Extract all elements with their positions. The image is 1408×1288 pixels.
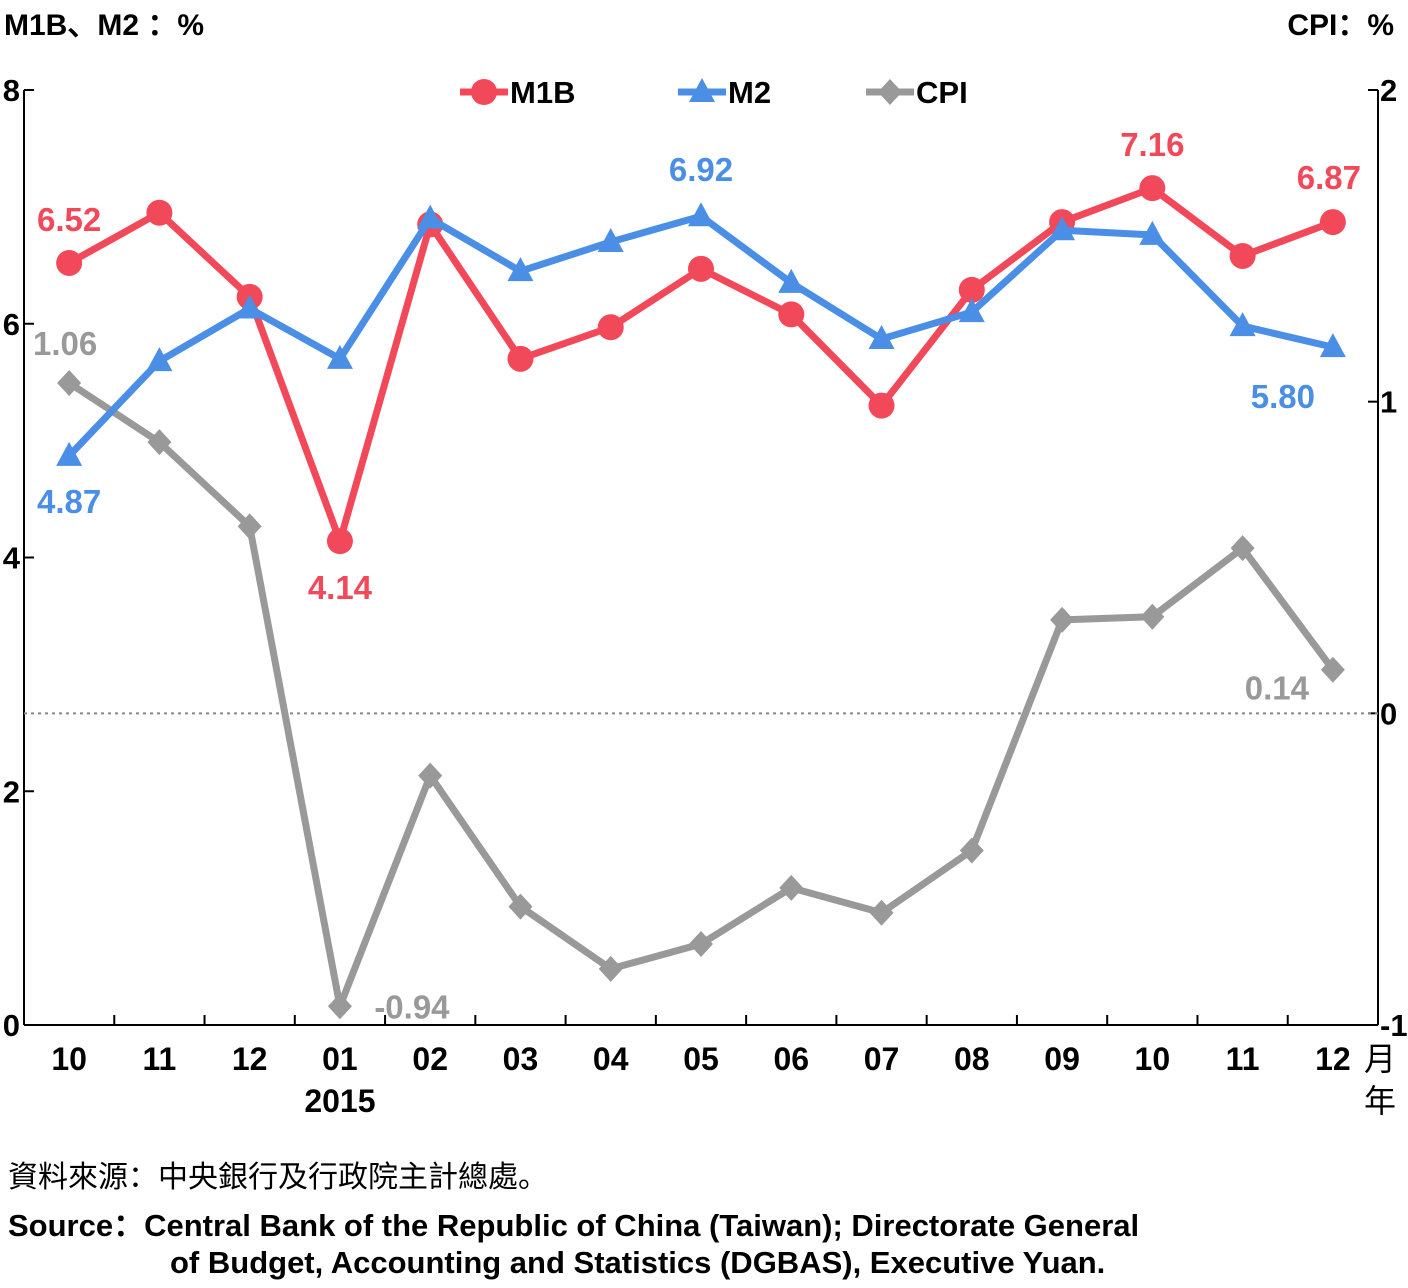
cpi-data-label: 1.06: [33, 325, 97, 362]
cpi-point: [598, 955, 623, 982]
m2-point: [326, 344, 353, 369]
cpi-series-line: [67, 380, 1336, 1010]
m1b-point: [507, 345, 534, 372]
left-axis-tick-label: 2: [3, 774, 20, 809]
right-axis-title: CPI：%: [1287, 9, 1394, 42]
m1b-legend-label: M1B: [510, 75, 575, 110]
m2-data-label: 6.92: [669, 151, 733, 188]
source-chinese: 資料來源：中央銀行及行政院主計總處。: [8, 1160, 548, 1195]
m1b-legend-marker: [471, 79, 497, 105]
m1b-point: [56, 249, 83, 276]
x-axis-tick-label: 11: [142, 1041, 176, 1077]
m1b-data-label: 7.16: [1120, 126, 1184, 163]
m2-point: [868, 324, 895, 349]
cpi-point: [237, 513, 262, 540]
cpi-legend-label: CPI: [916, 75, 968, 110]
m1b-point: [1229, 242, 1256, 269]
cpi-point: [869, 899, 894, 926]
m1b-point: [778, 301, 805, 328]
m2-point: [597, 227, 624, 252]
x-axis-tick-label: 03: [503, 1041, 539, 1077]
cpi-point: [1050, 606, 1075, 633]
x-axis-tick-label: 04: [593, 1041, 629, 1077]
cpi-point: [147, 429, 172, 456]
left-axis-tick-label: 6: [3, 307, 20, 342]
source-english-line2: of Budget, Accounting and Statistics (DG…: [170, 1245, 1106, 1280]
cpi-legend-marker: [878, 79, 902, 105]
m2-point: [778, 268, 805, 293]
cpi-point: [1320, 656, 1345, 683]
m1b-point: [1139, 175, 1166, 202]
year-unit-label: 年: [1364, 1082, 1396, 1120]
cpi-point: [327, 993, 352, 1020]
m1b-point: [688, 255, 714, 282]
x-axis-tick-label: 08: [954, 1041, 990, 1077]
left-axis-tick-label: 4: [3, 541, 21, 576]
m2-data-label: 5.80: [1251, 378, 1315, 415]
x-axis-tick-label: 07: [864, 1041, 900, 1077]
m1b-point: [326, 528, 353, 555]
m2-point: [958, 298, 985, 323]
m2-point: [1319, 333, 1346, 358]
m2-point: [56, 441, 83, 466]
source-english-line1: Source：Central Bank of the Republic of C…: [8, 1208, 1140, 1243]
right-axis-tick-label: 2: [1380, 73, 1397, 108]
year-label: 2015: [304, 1083, 375, 1119]
m2-legend-marker: [689, 78, 715, 102]
cpi-point: [959, 837, 984, 864]
m1b-point: [597, 314, 624, 341]
right-axis-tick-label: -1: [1380, 1008, 1408, 1043]
x-axis-tick-label: 12: [1315, 1041, 1351, 1077]
x-axis-tick-label: 10: [1135, 1041, 1171, 1077]
x-axis-tick-label: 05: [683, 1041, 719, 1077]
m1b-data-label: 4.14: [308, 569, 373, 606]
m2-point: [1139, 220, 1166, 245]
x-axis-tick-label: 06: [773, 1041, 809, 1077]
month-unit-label: 月: [1364, 1040, 1396, 1078]
left-axis-title: M1B、M2 ：%: [4, 9, 205, 42]
m2-data-label: 4.87: [37, 483, 101, 520]
cpi-data-label: -0.94: [374, 988, 450, 1025]
m1b-point: [146, 199, 173, 226]
cpi-point: [779, 874, 804, 901]
m2-point: [688, 202, 714, 227]
m2-point: [1049, 216, 1076, 241]
cpi-point: [418, 762, 443, 789]
left-axis-tick-label: 8: [3, 73, 20, 108]
right-axis-tick-label: 0: [1380, 696, 1397, 731]
m2-legend-label: M2: [728, 75, 771, 110]
cpi-point: [57, 369, 82, 396]
m1b-point: [958, 276, 985, 303]
cpi-point: [1140, 603, 1165, 630]
m1b-point: [1319, 209, 1346, 236]
x-axis-tick-label: 01: [322, 1041, 358, 1077]
x-axis-tick-label: 11: [1226, 1041, 1260, 1077]
x-axis-tick-label: 02: [412, 1041, 448, 1077]
m2-point: [236, 294, 263, 319]
m2-point: [417, 204, 444, 229]
m1b-point: [868, 392, 895, 419]
cpi-point: [508, 893, 533, 920]
x-axis-tick-label: 12: [232, 1041, 268, 1077]
cpi-point: [1230, 535, 1255, 562]
m2-series-line: [66, 212, 1334, 459]
m2-point: [146, 347, 173, 372]
cpi-point: [689, 930, 713, 957]
m1b-data-label: 6.52: [37, 201, 101, 238]
right-axis-tick-label: 1: [1380, 385, 1397, 420]
cpi-data-label: 0.14: [1245, 670, 1310, 707]
m2-point: [1229, 312, 1256, 337]
x-axis-tick-label: 09: [1044, 1041, 1080, 1077]
m1b-data-label: 6.87: [1297, 159, 1361, 196]
x-axis-tick-label: 10: [51, 1041, 87, 1077]
m2-point: [507, 257, 534, 282]
left-axis-tick-label: 0: [3, 1008, 20, 1043]
